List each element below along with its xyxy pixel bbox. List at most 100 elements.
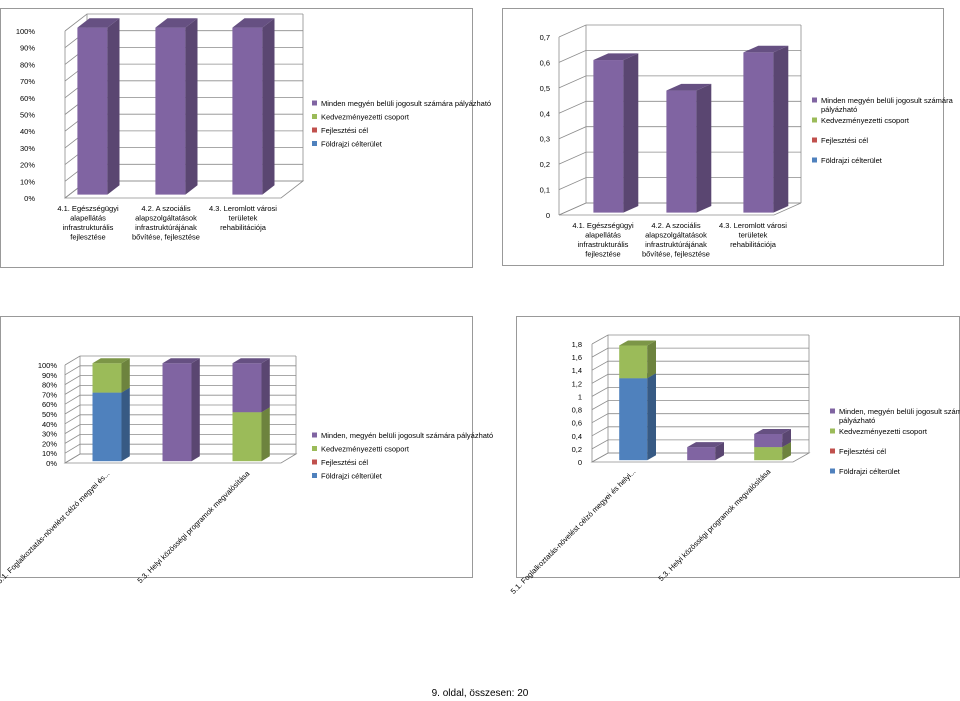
legend-label: pályázható <box>821 105 857 114</box>
chart-floor <box>590 452 811 463</box>
bar-top <box>754 429 791 434</box>
bar-front <box>619 378 648 461</box>
bar-top <box>232 358 270 364</box>
chart-2: 00,10,20,30,40,50,60,74.1. Egészségügyia… <box>502 8 954 266</box>
y-tick-label: 80% <box>42 381 57 390</box>
y-tick-label: 0,4 <box>572 432 582 441</box>
x-category-label: 4.1. Egészségügyi <box>572 221 634 230</box>
bar-top <box>593 53 639 60</box>
legend-swatch <box>312 473 317 478</box>
chart-floor <box>558 202 802 216</box>
y-tick-label: 70% <box>20 77 35 86</box>
x-category-label: 4.3. Leromlott városi <box>719 221 787 230</box>
legend-swatch <box>312 459 317 465</box>
bar-side <box>191 358 200 462</box>
legend-entry: Földrajzi célterület <box>830 467 901 476</box>
y-tick-label: 30% <box>20 144 35 153</box>
x-category-label: rehabilitációja <box>220 223 267 232</box>
legend-entry: Fejlesztési cél <box>312 458 368 467</box>
y-tick-label: 40% <box>42 420 57 429</box>
x-category-label: infrastruktúrájának <box>645 240 707 249</box>
y-tick-label: 100% <box>16 27 36 36</box>
bar-segment <box>232 358 270 413</box>
legend-swatch <box>830 468 835 474</box>
legend-label: Kedvezményezetti csoport <box>839 427 928 436</box>
legend-entry: Földrajzi célterület <box>312 472 383 481</box>
legend-entry: Fejlesztési cél <box>830 447 886 456</box>
legend-label: Földrajzi célterület <box>321 472 383 481</box>
bar-top <box>666 83 712 91</box>
bar-top <box>232 18 275 28</box>
y-tick-label: 0 <box>578 458 582 467</box>
bar-front <box>232 412 262 462</box>
y-tick-label: 0,3 <box>540 135 550 144</box>
x-category-label: fejlesztése <box>70 233 105 242</box>
bar-side <box>185 18 198 195</box>
bar-segment <box>687 442 724 461</box>
legend-swatch <box>312 100 317 106</box>
x-category-label: bővítése, fejlesztése <box>642 250 710 259</box>
legend-label: Minden, megyén belüli jogosult számára <box>839 407 960 416</box>
bar-top <box>155 18 198 28</box>
bar-side <box>715 442 724 461</box>
bar-side <box>261 358 270 413</box>
bar-side <box>121 358 130 393</box>
y-tick-label: 60% <box>20 94 35 103</box>
bar-side <box>107 18 120 195</box>
bar-side <box>623 53 639 213</box>
legend-swatch <box>312 432 317 438</box>
bar-segment <box>77 18 120 195</box>
x-category-label: infrastrukturális <box>63 223 114 232</box>
legend-entry: Földrajzi célterület <box>812 156 883 165</box>
y-tick-label: 20% <box>42 439 57 448</box>
legend-swatch <box>812 137 817 143</box>
x-category-label: alapszolgáltatások <box>645 231 707 240</box>
legend-swatch <box>830 448 835 454</box>
legend-swatch <box>312 127 317 133</box>
bar-front <box>666 90 697 213</box>
y-tick-label: 20% <box>20 161 35 170</box>
y-tick-label: 0,1 <box>540 186 550 195</box>
bar-front <box>754 447 783 461</box>
legend-label: Fejlesztési cél <box>321 126 368 135</box>
bar-front <box>155 27 186 195</box>
y-tick-label: 90% <box>42 371 57 380</box>
chart-4: 00,20,40,60,811,21,41,61,85.1. Foglalkoz… <box>509 316 960 596</box>
bar-segment <box>754 429 791 448</box>
x-category-label: infrastrukturális <box>578 240 629 249</box>
legend-swatch <box>830 428 835 434</box>
bar-segment <box>155 18 198 195</box>
y-tick-label: 50% <box>20 111 35 120</box>
legend-label: pályázható <box>839 416 875 425</box>
bar-top <box>77 18 120 28</box>
x-category-label: infrastruktúrájának <box>135 223 197 232</box>
y-tick-label: 50% <box>42 410 57 419</box>
legend-label: Kedvezményezetti csoport <box>321 113 410 122</box>
legend-entry: Minden, megyén belüli jogosult számárapá… <box>830 407 960 425</box>
x-category-label: 4.1. Egészségügyi <box>57 204 119 213</box>
legend-label: Fejlesztési cél <box>839 447 886 456</box>
x-category-label: 4.2. A szociális <box>141 204 190 213</box>
y-tick-label: 80% <box>20 60 35 69</box>
legend-entry: Kedvezményezetti csoport <box>830 427 928 436</box>
bar-front <box>743 52 774 213</box>
bar-side <box>696 83 712 213</box>
legend-label: Fejlesztési cél <box>821 136 868 145</box>
y-tick-label: 0,6 <box>540 58 550 67</box>
legend-entry: Földrajzi célterület <box>312 140 383 149</box>
bar-segment <box>666 83 712 213</box>
legend-swatch <box>830 408 835 414</box>
bar-side <box>647 373 656 461</box>
legend-entry: Kedvezményezetti csoport <box>312 445 410 454</box>
bar-front <box>619 345 648 379</box>
bar-segment <box>92 358 130 393</box>
x-category-label: területek <box>229 214 258 223</box>
y-tick-label: 90% <box>20 44 35 53</box>
legend-entry: Minden megyén belüli jogosult számárapál… <box>812 96 954 114</box>
y-tick-label: 1,2 <box>572 379 582 388</box>
legend-label: Kedvezményezetti csoport <box>321 445 410 454</box>
x-category-label: fejlesztése <box>585 250 620 259</box>
y-tick-label: 1 <box>578 392 582 401</box>
legend-swatch <box>812 157 817 163</box>
